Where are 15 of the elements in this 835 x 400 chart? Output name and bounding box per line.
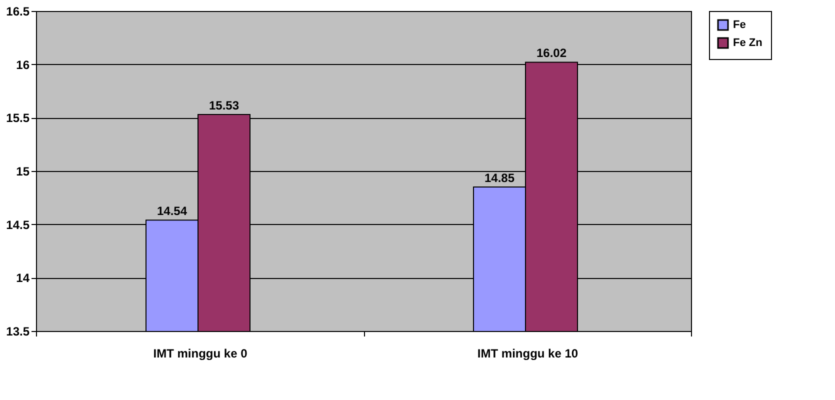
y-tick-label: 14.5 [6, 218, 30, 232]
legend-label: Fe Zn [733, 37, 763, 49]
data-label: 14.54 [156, 204, 188, 218]
data-label: 15.53 [208, 98, 240, 112]
x-tick-label: IMT minggu ke 10 [477, 346, 578, 360]
y-tick-label: 16 [16, 58, 30, 72]
y-tick-label: 15 [16, 164, 30, 178]
legend-label: Fe [733, 19, 746, 31]
y-tick-label: 14 [16, 271, 30, 286]
data-label: 16.02 [536, 46, 567, 60]
y-tick-label: 16.5 [6, 4, 30, 18]
data-label: 14.85 [484, 171, 515, 185]
y-tick-label: 13.5 [6, 324, 30, 338]
x-tick-label: IMT minggu ke 0 [153, 346, 248, 360]
y-tick-label: 15.5 [6, 111, 30, 126]
